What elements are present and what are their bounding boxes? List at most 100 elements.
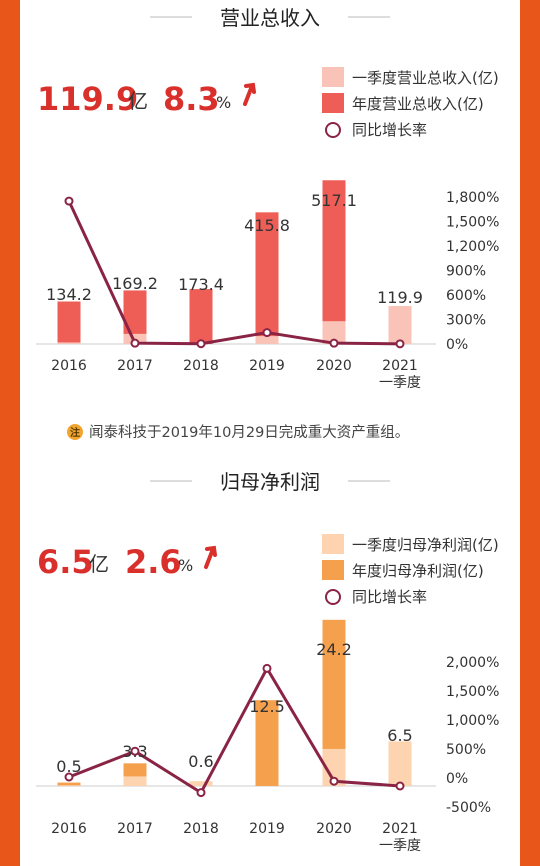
growth-line	[67, 200, 401, 346]
legend: 一季度归母净利润(亿) 年度归母净利润(亿) 同比增长率	[322, 534, 499, 606]
bar-annual	[57, 301, 81, 344]
growth-point	[262, 663, 272, 673]
section1-big-unit: 亿	[128, 89, 148, 113]
x-tick-label: 2017	[117, 358, 153, 374]
x-tick-label: 2020	[316, 821, 352, 837]
x-tick-label: 一季度	[379, 838, 421, 854]
x-tick-label: 2020	[316, 358, 352, 374]
data-label: 134.2	[46, 285, 92, 304]
y-tick-label: 1,800%	[446, 190, 499, 206]
section1-title: 营业总收入	[220, 6, 320, 30]
y-tick-label: 1,500%	[446, 684, 499, 700]
bar-q1	[57, 342, 81, 344]
growth-point	[64, 772, 74, 782]
revenue-legend-swatch-annual	[322, 93, 344, 113]
bar-annual	[255, 700, 279, 786]
x-tick-label: 2016	[51, 821, 87, 837]
x-tick-label: 2016	[51, 358, 87, 374]
bar-q1	[189, 781, 213, 786]
growth-point	[395, 339, 405, 349]
profit-legend-label-annual: 年度归母净利润(亿)	[352, 562, 484, 580]
section2-pct-value: 2.6	[125, 543, 182, 581]
data-label: 6.5	[387, 726, 412, 745]
note-icon-label: 注	[70, 426, 80, 439]
note-icon	[67, 424, 83, 440]
section1-pct-unit: %	[216, 93, 231, 112]
section2-big-unit: 亿	[89, 552, 109, 576]
section2-title: 归母净利润	[220, 470, 320, 494]
data-label: 0.5	[56, 757, 81, 776]
bar-annual	[57, 782, 81, 786]
revenue-legend-label-growth: 同比增长率	[352, 121, 427, 139]
data-label: 415.8	[244, 216, 290, 235]
y-tick-label: -500%	[446, 800, 491, 816]
bar-annual	[322, 619, 346, 786]
growth-point	[196, 339, 206, 349]
bar-q1	[388, 741, 412, 786]
x-tick-label: 2017	[117, 821, 153, 837]
x-tick-label: 2019	[249, 358, 285, 374]
data-label: 169.2	[112, 274, 158, 293]
y-tick-label: 600%	[446, 288, 486, 304]
y-tick-label: 900%	[446, 264, 486, 280]
profit-chart: 0.5 3.3 0.6 12.5 24.2 6.5 2016 2017 2018 2019 2020…	[36, 619, 499, 854]
section2-pct-unit: %	[178, 556, 193, 575]
growth-point	[329, 776, 339, 786]
revenue-legend-swatch-q1	[322, 67, 344, 87]
y-tick-label: 1,500%	[446, 215, 499, 231]
profit-legend-swatch-annual	[322, 560, 344, 580]
up-arrow-icon	[243, 82, 256, 106]
bar-q1	[123, 776, 147, 786]
revenue-legend-label-q1: 一季度营业总收入(亿)	[352, 69, 499, 87]
x-tick-label: 2019	[249, 821, 285, 837]
y-tick-label: 2,000%	[446, 655, 499, 671]
bar-q1	[388, 306, 412, 344]
x-tick-label: 一季度	[379, 375, 421, 391]
data-label: 173.4	[178, 275, 224, 294]
growth-point	[196, 788, 206, 798]
y-tick-label: 0%	[446, 771, 468, 787]
up-arrow-icon	[204, 545, 217, 569]
growth-point	[130, 746, 140, 756]
profit-legend-label-q1: 一季度归母净利润(亿)	[352, 536, 499, 554]
revenue-legend-marker-growth	[325, 122, 341, 138]
data-label: 12.5	[249, 697, 285, 716]
y-tick-label: 500%	[446, 742, 486, 758]
profit-legend-marker-growth	[325, 589, 341, 605]
x-tick-label: 2018	[183, 358, 219, 374]
y-tick-label: 300%	[446, 313, 486, 329]
x-tick-label: 2021	[382, 821, 418, 837]
bar-q1	[322, 748, 346, 786]
footnote: 闻泰科技于2019年10月29日完成重大资产重组。	[89, 424, 409, 441]
data-label: 119.9	[377, 288, 423, 307]
revenue-chart: 134.2 169.2 173.4 415.8 517.1 119.9 2016 2017 20…	[36, 180, 499, 391]
bar-annual	[322, 180, 346, 344]
bar-q1	[322, 321, 346, 344]
data-label: 24.2	[316, 640, 352, 659]
growth-point	[64, 196, 74, 206]
section1-pct-value: 8.3	[163, 80, 220, 118]
x-tick-label: 2021	[382, 358, 418, 374]
growth-point	[130, 338, 140, 348]
bar-annual	[255, 212, 279, 344]
y-tick-label: 1,200%	[446, 239, 499, 255]
revenue-legend-label-annual: 年度营业总收入(亿)	[352, 95, 484, 113]
growth-line	[68, 666, 401, 795]
bar-q1	[57, 785, 81, 786]
growth-point	[329, 338, 339, 348]
y-tick-label: 1,000%	[446, 713, 499, 729]
data-label: 517.1	[311, 191, 357, 210]
section1-big-value: 119.9	[37, 80, 138, 118]
x-tick-label: 2018	[183, 821, 219, 837]
legend: 一季度营业总收入(亿) 年度营业总收入(亿) 同比增长率	[322, 67, 499, 139]
profit-legend-label-growth: 同比增长率	[352, 588, 427, 606]
bar-annual	[189, 289, 213, 344]
growth-point	[395, 781, 405, 791]
data-label: 0.6	[188, 752, 213, 771]
bar-q1	[255, 336, 279, 344]
growth-point	[262, 328, 272, 338]
data-label: 3.3	[122, 742, 147, 761]
section2-big-value: 6.5	[37, 543, 94, 581]
y-tick-label: 0%	[446, 337, 468, 353]
